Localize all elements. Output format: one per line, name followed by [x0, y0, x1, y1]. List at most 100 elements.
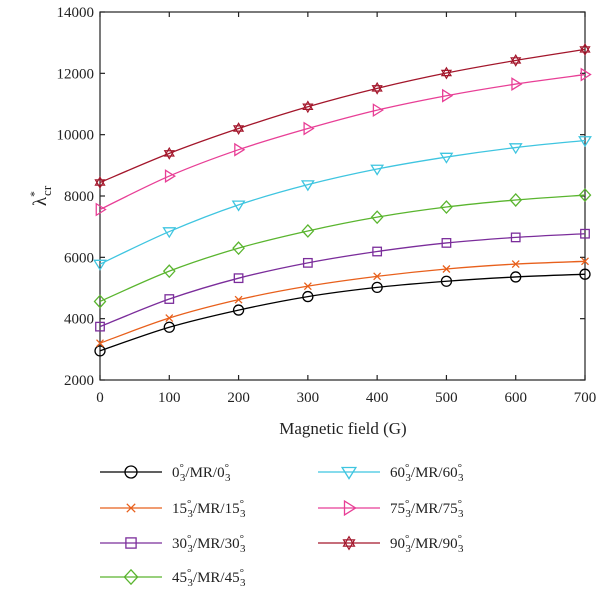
legend-label-part: °	[458, 533, 462, 545]
series-15	[96, 257, 589, 348]
data-point	[580, 228, 590, 239]
series-45	[93, 188, 592, 309]
legend-label: 75° 3/MR/75° 3	[390, 498, 464, 520]
legend-label-part: 3	[187, 508, 193, 520]
data-point	[511, 77, 523, 91]
axes	[99, 11, 586, 381]
data-point-star-part	[342, 539, 356, 551]
data-point-star-part	[232, 122, 245, 132]
y-tick-label: 14000	[57, 5, 95, 21]
y-tick-label: 8000	[64, 189, 94, 205]
data-point	[370, 164, 385, 176]
y-axis-title-main: λ	[30, 196, 51, 206]
series-group	[93, 42, 592, 357]
data-point	[441, 238, 452, 248]
data-point	[233, 273, 244, 284]
data-point	[581, 257, 589, 266]
legend-item: 90° 3/MR/90° 3	[318, 533, 464, 555]
data-point-star-part	[232, 125, 245, 135]
x-tick-label: 400	[366, 390, 389, 406]
legend-label-part: /MR/60	[411, 465, 458, 481]
y-tick-label: 10000	[57, 128, 95, 144]
legend-item: 75° 3/MR/75° 3	[318, 498, 464, 520]
series-line	[99, 260, 586, 344]
data-point	[301, 223, 315, 238]
data-point	[511, 260, 520, 269]
data-point	[164, 294, 175, 304]
legend-label-part: 3	[458, 543, 464, 555]
data-point	[302, 257, 313, 268]
y-tick-label: 2000	[64, 373, 94, 389]
x-tick-label: 300	[297, 390, 320, 406]
data-point	[342, 535, 356, 551]
legend: 0° 3/MR/0° 315° 3/MR/15° 330° 3/MR/30° 345° 3/M…	[100, 462, 464, 589]
y-tick-label: 12000	[57, 66, 95, 82]
legend-label: 15° 3/MR/15° 3	[172, 498, 246, 520]
data-point-star-part	[440, 69, 453, 80]
legend-label-part: 75	[390, 501, 405, 517]
data-point	[94, 176, 106, 189]
data-point	[163, 146, 175, 160]
data-point	[372, 246, 383, 257]
data-point	[303, 282, 312, 291]
y-tick-label: 6000	[64, 250, 94, 266]
legend-label-part: 3	[240, 543, 246, 555]
legend-label-part: 3	[180, 472, 186, 484]
data-point	[93, 259, 107, 271]
data-point	[440, 200, 453, 215]
legend-label-part: °	[458, 462, 462, 474]
legend-label: 30° 3/MR/30° 3	[172, 533, 246, 555]
data-point	[94, 345, 106, 357]
legend-label-part: 3	[225, 472, 231, 484]
data-point	[510, 271, 522, 283]
series-60	[93, 136, 592, 271]
legend-item: 15° 3/MR/15° 3	[100, 498, 246, 520]
legend-label-part: /MR/90	[411, 536, 458, 552]
legend-label-part: /MR/45	[193, 570, 240, 586]
legend-label-part: °	[180, 462, 184, 474]
data-point	[340, 466, 358, 480]
data-point	[578, 188, 592, 203]
data-point-star-part	[302, 100, 314, 110]
data-point	[303, 121, 315, 136]
data-point-star-part	[302, 103, 314, 114]
y-tick-label: 4000	[64, 312, 94, 328]
y-axis-title-sup: *	[27, 191, 41, 197]
data-point	[440, 275, 453, 287]
data-point	[232, 241, 245, 256]
data-point	[372, 103, 384, 118]
x-tick-label: 100	[158, 390, 181, 406]
data-point	[302, 290, 314, 303]
data-point-star-part	[94, 176, 106, 186]
x-axis-ticks: 0 100 200 300 400 500 600 700	[96, 12, 596, 406]
data-point	[442, 265, 451, 273]
legend-label-part: °	[187, 533, 191, 545]
data-point	[93, 294, 107, 309]
series-90	[94, 42, 591, 189]
x-tick-label: 600	[504, 390, 527, 406]
legend-label-part: 30	[172, 536, 187, 552]
data-point	[123, 568, 139, 586]
data-point	[95, 321, 105, 332]
data-point	[125, 537, 137, 549]
legend-label: 0° 3/MR/0° 3	[172, 462, 231, 484]
legend-label-part: 3	[458, 508, 464, 520]
data-point	[579, 268, 591, 280]
x-tick-label: 500	[435, 390, 458, 406]
series-line	[99, 48, 586, 184]
series-30	[95, 228, 590, 332]
legend-label-part: 90	[390, 536, 405, 552]
x-tick-label: 0	[96, 390, 104, 406]
data-point-star-part	[163, 150, 175, 160]
x-tick-label: 200	[227, 390, 250, 406]
data-point-star-part	[163, 146, 175, 157]
legend-label-part: °	[240, 533, 244, 545]
legend-label: 90° 3/MR/90° 3	[390, 533, 464, 555]
legend-label-part: 45	[172, 570, 187, 586]
data-point	[509, 193, 523, 207]
legend-label-part: 3	[240, 508, 246, 520]
legend-label-part: 3	[405, 543, 411, 555]
legend-label-part: 3	[405, 508, 411, 520]
series-line	[99, 139, 586, 265]
